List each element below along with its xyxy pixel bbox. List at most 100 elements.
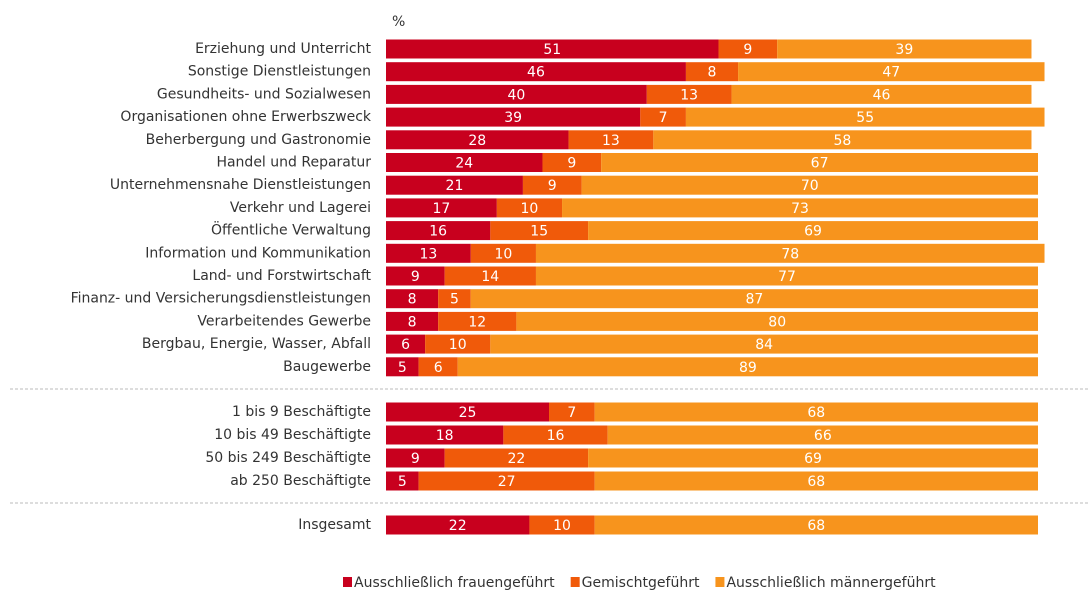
value-label: 69 <box>804 451 822 467</box>
bar-segment <box>581 175 1038 195</box>
bar-segment <box>588 448 1038 468</box>
value-label: 8 <box>708 65 717 81</box>
bar-segment <box>418 471 595 491</box>
value-label: 10 <box>449 337 467 353</box>
value-label: 25 <box>459 405 477 421</box>
value-label: 10 <box>494 246 512 262</box>
bar-segment <box>470 289 1038 309</box>
value-label: 39 <box>504 110 522 126</box>
value-label: 15 <box>530 224 548 240</box>
bar-segment <box>685 62 739 82</box>
category-label: Organisationen ohne Erwerbszweck <box>120 109 371 125</box>
value-label: 78 <box>781 246 799 262</box>
value-label: 84 <box>755 337 773 353</box>
value-label: 18 <box>436 428 454 444</box>
value-label: 68 <box>807 474 825 490</box>
bar-segment <box>503 425 608 445</box>
legend-label: Gemischtgeführt <box>582 575 700 591</box>
bar-segment <box>386 266 445 286</box>
value-label: 68 <box>807 405 825 421</box>
unit-label: % <box>392 14 405 30</box>
value-label: 58 <box>833 133 851 149</box>
bar-segment <box>646 84 732 104</box>
value-label: 68 <box>807 518 825 534</box>
bar-segment <box>640 107 686 127</box>
bar-segment <box>594 515 1038 535</box>
legend-swatch <box>343 577 352 587</box>
bar-segment <box>386 289 439 309</box>
bar-segment <box>562 198 1038 218</box>
bar-segment <box>438 311 517 331</box>
value-label: 9 <box>411 269 420 285</box>
value-label: 9 <box>548 178 557 194</box>
bar-segment <box>386 198 497 218</box>
bar-segment <box>386 175 523 195</box>
value-label: 73 <box>791 201 809 217</box>
value-label: 12 <box>468 314 486 330</box>
legend-label: Ausschließlich frauengeführt <box>354 575 555 591</box>
bar-segment <box>386 243 471 263</box>
value-label: 14 <box>481 269 499 285</box>
category-label: 10 bis 49 Beschäftigte <box>214 427 371 443</box>
value-label: 16 <box>429 224 447 240</box>
value-label: 13 <box>602 133 620 149</box>
bar-segment <box>425 334 491 354</box>
bar-segment <box>386 39 719 59</box>
bar-segment <box>490 334 1038 354</box>
value-label: 5 <box>398 360 407 376</box>
value-label: 27 <box>498 474 516 490</box>
bar-segment <box>386 334 426 354</box>
value-label: 69 <box>804 224 822 240</box>
value-label: 8 <box>408 314 417 330</box>
value-label: 51 <box>543 42 561 58</box>
bar-segment <box>386 402 549 422</box>
bar-segment <box>731 84 1032 104</box>
value-label: 10 <box>553 518 571 534</box>
category-label: Sonstige Dienstleistungen <box>188 64 371 80</box>
value-label: 87 <box>745 292 763 308</box>
value-label: 5 <box>450 292 459 308</box>
value-label: 46 <box>873 87 891 103</box>
bar-segment <box>601 153 1038 172</box>
category-label: Land- und Forstwirtschaft <box>192 268 371 284</box>
category-label: Handel und Reparatur <box>216 155 371 171</box>
bar-segment <box>386 425 504 445</box>
bar-segment <box>386 357 419 377</box>
category-label: Information und Kommunikation <box>145 245 371 261</box>
bar-segment <box>386 471 419 491</box>
bar-segment <box>438 289 471 309</box>
category-label: Insgesamt <box>298 517 371 533</box>
bar-segment <box>516 311 1038 331</box>
bar-segment <box>549 402 595 422</box>
category-label: Baugewerbe <box>283 359 371 375</box>
category-label: Beherbergung und Gastronomie <box>146 132 371 148</box>
category-label: 1 bis 9 Beschäftigte <box>232 404 371 420</box>
value-label: 47 <box>882 65 900 81</box>
category-label: Verarbeitendes Gewerbe <box>197 313 371 329</box>
value-label: 8 <box>408 292 417 308</box>
value-label: 9 <box>567 156 576 172</box>
bar-segment <box>594 471 1038 491</box>
value-label: 46 <box>527 65 545 81</box>
bar-segment <box>607 425 1038 445</box>
value-label: 9 <box>743 42 752 58</box>
category-label: Öffentliche Verwaltung <box>211 221 371 239</box>
bar-segment <box>418 357 458 377</box>
bar-segment <box>535 243 1045 263</box>
value-label: 55 <box>856 110 874 126</box>
bar-segment <box>535 266 1038 286</box>
value-label: 17 <box>433 201 451 217</box>
bar-segment <box>542 153 602 172</box>
value-label: 10 <box>521 201 539 217</box>
bar-segment <box>386 515 530 535</box>
value-label: 21 <box>446 178 464 194</box>
bar-segment <box>496 198 563 218</box>
bar-segment <box>738 62 1045 82</box>
category-label: Gesundheits- und Sozialwesen <box>157 86 371 102</box>
bar-segment <box>490 221 589 241</box>
value-label: 67 <box>811 156 829 172</box>
value-label: 80 <box>768 314 786 330</box>
legend-swatch <box>570 577 580 587</box>
bar-segment <box>444 266 536 286</box>
bar-segment <box>594 402 1038 422</box>
